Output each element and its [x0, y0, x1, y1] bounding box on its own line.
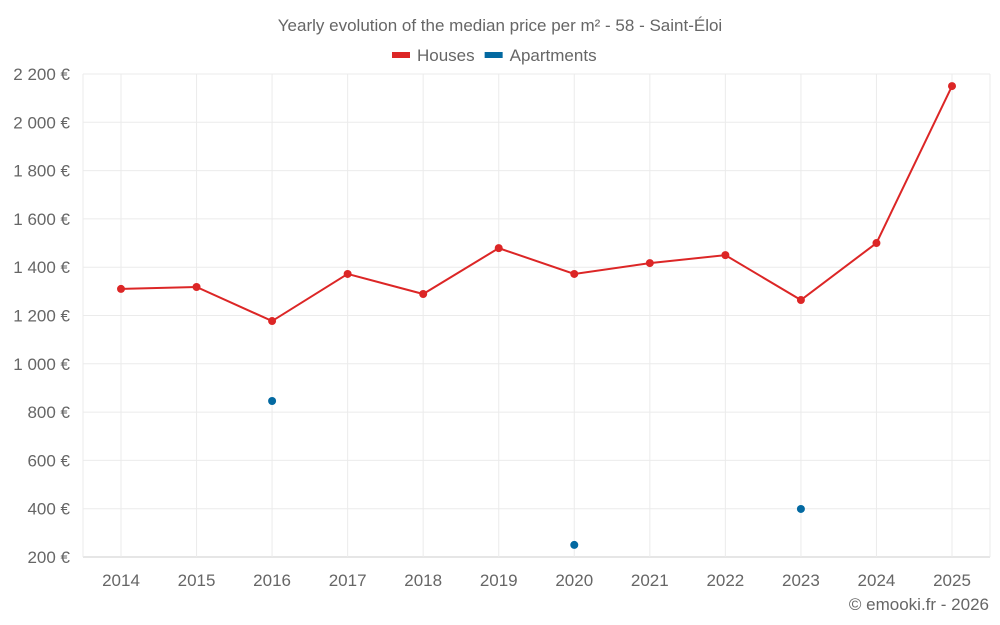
data-point-houses [872, 239, 881, 248]
data-point-houses [948, 82, 956, 91]
y-tick-label: 1 400 € [13, 258, 70, 277]
legend-swatch-apartments [484, 52, 503, 58]
y-axis: 200 € 400 € 600 € 800 € 1 000 € 1 200 € 1 400 … [13, 65, 70, 567]
y-tick-label: 2 200 € [13, 65, 70, 84]
chart-title: Yearly evolution of the median price per… [278, 16, 722, 35]
data-point-apartments [570, 540, 579, 549]
data-point-houses [343, 269, 352, 278]
data-point-houses [419, 290, 428, 299]
data-point-apartments [268, 396, 277, 405]
y-tick-label: 2 000 € [13, 113, 70, 132]
data-point-houses [645, 259, 654, 268]
y-tick-label: 600 € [27, 451, 70, 470]
x-tick-label: 2019 [480, 571, 518, 590]
legend-swatch-houses [392, 52, 410, 58]
x-tick-label: 2025 [933, 571, 971, 590]
x-tick-label: 2020 [555, 571, 593, 590]
data-point-houses [796, 296, 805, 305]
data-point-houses [570, 269, 579, 278]
data-point-houses [192, 283, 201, 292]
data-point-houses [721, 251, 730, 260]
legend-label-houses: Houses [417, 46, 475, 65]
series-line-houses [120, 85, 953, 323]
y-tick-label: 1 600 € [13, 210, 70, 229]
y-tick-label: 400 € [27, 500, 70, 519]
legend-label-apartments: Apartments [510, 46, 597, 65]
data-point-apartments [796, 504, 805, 513]
x-tick-label: 2017 [329, 571, 367, 590]
y-tick-label: 200 € [27, 548, 70, 567]
grid [82, 73, 991, 558]
y-tick-label: 1 000 € [13, 355, 70, 374]
y-tick-label: 1 800 € [13, 162, 70, 181]
x-axis: 2014 2015 2016 2017 2018 2019 2020 2021 2022 2023… [102, 571, 971, 590]
credit: © emooki.fr - 2026 [849, 595, 989, 614]
y-tick-label: 1 200 € [13, 307, 70, 326]
x-tick-label: 2022 [706, 571, 744, 590]
x-tick-label: 2015 [178, 571, 216, 590]
x-tick-label: 2014 [102, 571, 140, 590]
x-tick-label: 2024 [858, 571, 896, 590]
x-tick-label: 2016 [253, 571, 291, 590]
legend: Houses Apartments [392, 46, 597, 65]
y-tick-label: 800 € [27, 403, 70, 422]
data-point-houses [117, 284, 125, 293]
x-tick-label: 2018 [404, 571, 442, 590]
data-point-houses [494, 244, 503, 253]
x-tick-label: 2023 [782, 571, 820, 590]
data-point-houses [268, 317, 277, 326]
x-tick-label: 2021 [631, 571, 669, 590]
series-layer [117, 82, 956, 549]
